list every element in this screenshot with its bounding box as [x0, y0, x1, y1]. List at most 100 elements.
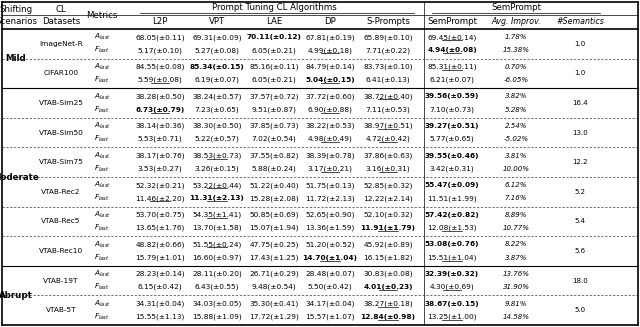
Text: 15.07(±1.94): 15.07(±1.94) — [249, 225, 299, 231]
Text: 38.39(±0.78): 38.39(±0.78) — [305, 152, 355, 159]
Text: $F_{last}$: $F_{last}$ — [94, 193, 110, 203]
Text: DP: DP — [324, 17, 336, 26]
Text: 6.41(±0.13): 6.41(±0.13) — [365, 77, 410, 83]
Text: 16.15(±1.82): 16.15(±1.82) — [363, 254, 413, 261]
Text: 7.02(±0.54): 7.02(±0.54) — [252, 136, 296, 142]
Text: 4.01(±0.23): 4.01(±0.23) — [364, 284, 413, 290]
Text: 28.48(±0.07): 28.48(±0.07) — [305, 271, 355, 277]
Text: $A_{last}$: $A_{last}$ — [93, 210, 111, 220]
Text: $F_{last}$: $F_{last}$ — [94, 312, 110, 322]
Text: 1.0: 1.0 — [574, 41, 586, 47]
Text: CL
Datasets: CL Datasets — [42, 6, 80, 26]
Text: 67.81(±0.19): 67.81(±0.19) — [305, 34, 355, 41]
Text: 12.22(±2.14): 12.22(±2.14) — [363, 195, 413, 201]
Text: -5.02%: -5.02% — [504, 136, 529, 142]
Text: 7.23(±0.65): 7.23(±0.65) — [195, 106, 239, 113]
Text: 15.88(±1.09): 15.88(±1.09) — [192, 314, 242, 320]
Text: 15.55(±1.13): 15.55(±1.13) — [135, 314, 185, 320]
Text: 4.30(±0.69): 4.30(±0.69) — [429, 284, 474, 290]
Text: 12.2: 12.2 — [572, 159, 588, 165]
Text: $F_{last}$: $F_{last}$ — [94, 75, 110, 85]
Text: 53.22(±0.44): 53.22(±0.44) — [192, 182, 242, 189]
Text: 10.00%: 10.00% — [502, 166, 529, 172]
Text: $A_{last}$: $A_{last}$ — [93, 32, 111, 43]
Text: $F_{last}$: $F_{last}$ — [94, 104, 110, 114]
Text: 39.55(±0.46): 39.55(±0.46) — [425, 153, 479, 159]
Text: 5.50(±0.42): 5.50(±0.42) — [308, 284, 353, 290]
Text: 13.70(±1.58): 13.70(±1.58) — [192, 225, 242, 231]
Text: 6.73(±0.79): 6.73(±0.79) — [136, 107, 184, 112]
Text: 13.0: 13.0 — [572, 129, 588, 136]
Text: 7.16%: 7.16% — [505, 195, 527, 201]
Text: 38.30(±0.50): 38.30(±0.50) — [192, 123, 242, 129]
Text: 70.11(±0.12): 70.11(±0.12) — [246, 34, 301, 40]
Text: 83.73(±0.10): 83.73(±0.10) — [363, 64, 413, 70]
Text: S-Prompts: S-Prompts — [366, 17, 410, 26]
Text: VTAB-Rec2: VTAB-Rec2 — [41, 189, 81, 195]
Text: 12.84(±0.98): 12.84(±0.98) — [360, 314, 415, 320]
Text: 6.12%: 6.12% — [505, 182, 527, 188]
Text: 48.82(±0.66): 48.82(±0.66) — [135, 241, 185, 248]
Text: $A_{last}$: $A_{last}$ — [93, 239, 111, 250]
Text: 3.17(±0.21): 3.17(±0.21) — [307, 165, 353, 172]
Text: 50.85(±0.69): 50.85(±0.69) — [249, 212, 299, 218]
Text: 38.53(±0.73): 38.53(±0.73) — [192, 152, 242, 159]
Text: 5.04(±0.15): 5.04(±0.15) — [305, 77, 355, 83]
Text: -6.05%: -6.05% — [504, 77, 529, 83]
Text: 12.08(±1.53): 12.08(±1.53) — [427, 225, 477, 231]
Text: VPT: VPT — [209, 17, 225, 26]
Text: Avg. Improv.: Avg. Improv. — [491, 17, 541, 26]
Text: 28.11(±0.20): 28.11(±0.20) — [192, 271, 242, 277]
Text: 38.24(±0.57): 38.24(±0.57) — [192, 93, 242, 100]
Text: 38.17(±0.76): 38.17(±0.76) — [135, 152, 185, 159]
Text: 3.82%: 3.82% — [505, 94, 527, 99]
Bar — [424, 2, 638, 325]
Text: $A_{last}$: $A_{last}$ — [93, 269, 111, 279]
Text: 11.46(±2.20): 11.46(±2.20) — [135, 195, 185, 201]
Text: 8.89%: 8.89% — [505, 212, 527, 218]
Text: 85.31(±0.11): 85.31(±0.11) — [427, 64, 477, 70]
Text: $F_{last}$: $F_{last}$ — [94, 223, 110, 233]
Text: 17.72(±1.29): 17.72(±1.29) — [249, 314, 299, 320]
Text: $A_{last}$: $A_{last}$ — [93, 299, 111, 309]
Text: 5.77(±0.65): 5.77(±0.65) — [429, 136, 474, 142]
Text: $F_{last}$: $F_{last}$ — [94, 164, 110, 174]
Text: 5.53(±0.71): 5.53(±0.71) — [138, 136, 182, 142]
Text: 37.85(±0.73): 37.85(±0.73) — [249, 123, 299, 129]
Text: 38.97(±0.51): 38.97(±0.51) — [363, 123, 413, 129]
Text: 51.75(±0.13): 51.75(±0.13) — [305, 182, 355, 189]
Text: 28.23(±0.14): 28.23(±0.14) — [135, 271, 185, 277]
Text: 16.60(±0.97): 16.60(±0.97) — [192, 254, 242, 261]
Text: Moderate: Moderate — [0, 173, 40, 181]
Text: 52.10(±0.32): 52.10(±0.32) — [363, 212, 413, 218]
Text: 55.47(±0.09): 55.47(±0.09) — [425, 182, 479, 188]
Text: 1.0: 1.0 — [574, 70, 586, 77]
Text: 15.28(±2.08): 15.28(±2.08) — [249, 195, 299, 201]
Text: 14.70(±1.04): 14.70(±1.04) — [303, 254, 358, 261]
Text: L2P: L2P — [152, 17, 168, 26]
Text: 13.25(±1.00): 13.25(±1.00) — [427, 314, 477, 320]
Text: 3.53(±0.27): 3.53(±0.27) — [138, 165, 182, 172]
Text: 5.17(±0.10): 5.17(±0.10) — [138, 47, 182, 54]
Text: 11.31(±2.13): 11.31(±2.13) — [189, 195, 244, 201]
Text: 69.31(±0.09): 69.31(±0.09) — [192, 34, 242, 41]
Text: VTAB-19T: VTAB-19T — [44, 278, 79, 284]
Text: 15.79(±1.01): 15.79(±1.01) — [135, 254, 185, 261]
Text: 15.38%: 15.38% — [502, 47, 529, 53]
Text: ImageNet-R: ImageNet-R — [39, 41, 83, 47]
Text: 34.17(±0.04): 34.17(±0.04) — [305, 301, 355, 307]
Text: 38.67(±0.15): 38.67(±0.15) — [425, 301, 479, 307]
Text: 37.55(±0.82): 37.55(±0.82) — [249, 152, 299, 159]
Text: 39.56(±0.59): 39.56(±0.59) — [425, 94, 479, 99]
Text: VTAB-Rec10: VTAB-Rec10 — [39, 248, 83, 254]
Text: 9.81%: 9.81% — [505, 301, 527, 307]
Text: 15.57(±1.07): 15.57(±1.07) — [305, 314, 355, 320]
Text: 37.72(±0.60): 37.72(±0.60) — [305, 93, 355, 100]
Text: 35.30(±0.41): 35.30(±0.41) — [250, 301, 299, 307]
Text: 26.71(±0.29): 26.71(±0.29) — [249, 271, 299, 277]
Text: 30.83(±0.08): 30.83(±0.08) — [363, 271, 413, 277]
Text: 5.27(±0.08): 5.27(±0.08) — [195, 47, 239, 54]
Text: SemPrompt: SemPrompt — [491, 4, 541, 12]
Text: 47.75(±0.25): 47.75(±0.25) — [249, 241, 299, 248]
Text: 1.78%: 1.78% — [505, 34, 527, 40]
